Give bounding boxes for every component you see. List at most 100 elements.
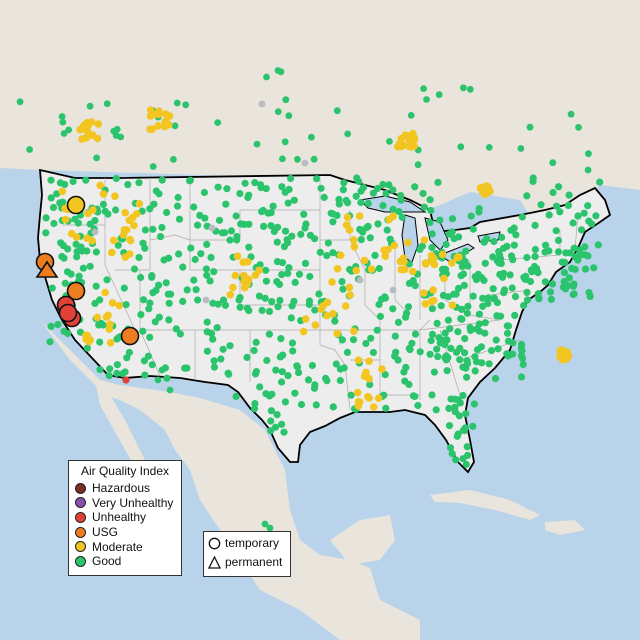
legend-row-usg: USG: [69, 525, 181, 540]
good-monitor-marker: [61, 279, 69, 287]
good-monitor-marker: [312, 401, 320, 409]
good-monitor-marker: [141, 226, 149, 234]
good-monitor-marker: [432, 406, 440, 414]
good-monitor-marker: [194, 221, 202, 229]
good-monitor-marker: [48, 284, 56, 292]
good-monitor-marker: [594, 241, 602, 249]
moderate-monitor-marker: [378, 365, 386, 373]
good-monitor-marker: [457, 272, 465, 280]
good-monitor-marker: [385, 181, 393, 189]
good-monitor-marker: [252, 338, 260, 346]
good-monitor-marker: [253, 140, 261, 148]
good-monitor-marker: [455, 233, 463, 241]
good-monitor-marker: [176, 330, 184, 338]
good-monitor-marker: [171, 122, 179, 130]
good-monitor-marker: [172, 325, 180, 333]
good-monitor-marker: [75, 272, 83, 280]
good-monitor-marker: [281, 227, 290, 235]
good-monitor-marker: [592, 212, 600, 220]
moderate-monitor-marker: [329, 309, 337, 318]
good-monitor-marker: [481, 329, 489, 337]
good-monitor-marker: [224, 369, 232, 377]
moderate-monitor-marker: [354, 402, 363, 410]
canada-land: [0, 0, 640, 232]
good-monitor-marker: [512, 231, 520, 239]
good-monitor-marker: [258, 208, 266, 216]
good-monitor-marker: [446, 325, 454, 333]
good-monitor-marker: [570, 244, 578, 252]
good-monitor-marker: [571, 253, 579, 261]
good-monitor-marker: [552, 227, 560, 235]
good-monitor-marker: [485, 360, 493, 368]
mexico-land: [40, 320, 420, 640]
good-monitor-marker: [411, 183, 419, 191]
good-monitor-marker: [46, 338, 54, 346]
good-monitor-marker: [285, 112, 293, 120]
good-monitor-marker: [154, 376, 162, 384]
good-monitor-marker: [266, 524, 274, 532]
moderate-monitor-marker: [93, 313, 102, 322]
hispaniola-land: [545, 520, 585, 535]
moderate-monitor-marker: [364, 392, 372, 401]
moderate-monitor-marker: [365, 374, 373, 383]
good-monitor-marker: [349, 336, 358, 344]
moderate-monitor-marker: [420, 236, 429, 244]
good-monitor-marker: [391, 332, 399, 340]
no-data-marker: [258, 100, 266, 108]
moderate-monitor-marker: [311, 321, 320, 329]
good-monitor-marker: [162, 279, 170, 287]
good-monitor-marker: [291, 389, 299, 397]
legend-label-good: Good: [92, 554, 122, 569]
good-monitor-marker: [304, 376, 313, 384]
good-monitor-marker: [371, 251, 379, 259]
good-monitor-marker: [511, 311, 519, 319]
good-monitor-marker: [331, 317, 339, 325]
moderate-monitor-marker: [369, 403, 378, 411]
good-monitor-marker: [47, 194, 55, 202]
good-monitor-marker: [112, 206, 120, 214]
moderate-monitor-marker: [355, 212, 364, 220]
good-monitor-marker: [210, 357, 218, 365]
good-monitor-marker: [556, 208, 564, 216]
good-monitor-marker: [149, 163, 157, 170]
moderate-monitor-marker: [354, 356, 363, 365]
good-monitor-marker: [500, 286, 509, 294]
usg-swatch-icon: [75, 526, 86, 538]
good-monitor-marker: [280, 428, 288, 436]
good-monitor-marker: [376, 312, 384, 320]
good-monitor-marker: [480, 238, 488, 246]
moderate-monitor-marker: [478, 187, 487, 196]
good-monitor-marker: [357, 187, 365, 195]
moderate-monitor-marker: [367, 265, 376, 274]
moderate-monitor-marker: [229, 283, 237, 292]
good-monitor-marker: [191, 255, 199, 264]
good-monitor-marker: [241, 179, 249, 187]
moderate-monitor-marker: [362, 368, 370, 377]
good-monitor-marker: [408, 339, 416, 347]
moderate-monitor-marker: [397, 142, 406, 151]
moderate-monitor-marker: [88, 131, 97, 139]
moderate-monitor-marker: [404, 238, 412, 247]
good-monitor-marker: [141, 244, 149, 252]
good-monitor-marker: [386, 138, 393, 145]
legend-label-usg: USG: [92, 525, 119, 540]
good-monitor-marker: [490, 237, 498, 246]
moderate-monitor-marker: [99, 190, 108, 198]
good-monitor-marker: [63, 268, 72, 276]
good-monitor-marker: [268, 298, 276, 306]
good-monitor-marker: [179, 263, 187, 271]
good-monitor-marker: [56, 199, 64, 207]
triangle-icon: [208, 555, 221, 569]
good-monitor-marker: [83, 247, 91, 255]
good-monitor-marker: [82, 176, 90, 184]
cuba-land: [430, 490, 540, 520]
good-monitor-marker: [236, 294, 244, 302]
good-monitor-marker: [367, 334, 375, 342]
good-monitor-marker: [549, 188, 557, 197]
good-monitor-marker: [197, 250, 205, 258]
good-monitor-marker: [427, 206, 435, 215]
legend-row-very-unhealthy: Very Unhealthy: [69, 496, 181, 511]
moderate-monitor-marker: [115, 301, 124, 310]
good-monitor-marker: [203, 271, 211, 279]
good-monitor-marker: [269, 202, 277, 210]
